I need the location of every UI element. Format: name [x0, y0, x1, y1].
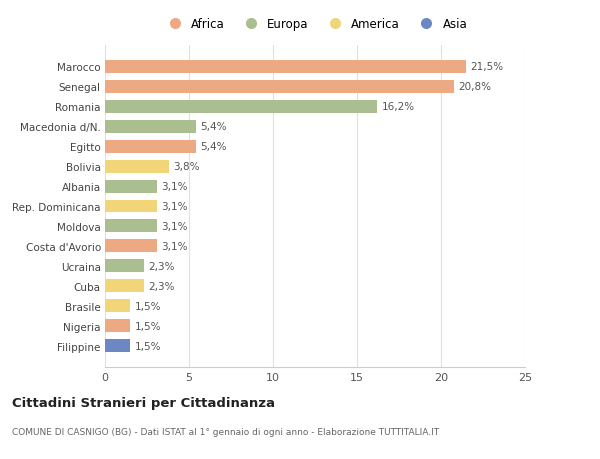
Bar: [105, 320, 130, 333]
Text: 20,8%: 20,8%: [458, 82, 491, 92]
Bar: [105, 240, 157, 253]
Text: Cittadini Stranieri per Cittadinanza: Cittadini Stranieri per Cittadinanza: [12, 396, 275, 409]
Bar: [105, 340, 130, 353]
Bar: [105, 80, 454, 93]
Bar: [105, 220, 157, 233]
Text: 3,1%: 3,1%: [161, 241, 188, 252]
Legend: Africa, Europa, America, Asia: Africa, Europa, America, Asia: [160, 16, 470, 34]
Bar: [105, 101, 377, 113]
Text: 3,1%: 3,1%: [161, 222, 188, 231]
Text: 5,4%: 5,4%: [200, 142, 226, 152]
Bar: [105, 200, 157, 213]
Bar: [105, 160, 169, 173]
Bar: [105, 300, 130, 313]
Bar: [105, 120, 196, 133]
Bar: [105, 180, 157, 193]
Text: 16,2%: 16,2%: [382, 102, 415, 112]
Text: 1,5%: 1,5%: [134, 301, 161, 311]
Text: 5,4%: 5,4%: [200, 122, 226, 132]
Bar: [105, 140, 196, 153]
Text: 3,1%: 3,1%: [161, 202, 188, 212]
Text: 21,5%: 21,5%: [470, 62, 503, 72]
Text: COMUNE DI CASNIGO (BG) - Dati ISTAT al 1° gennaio di ogni anno - Elaborazione TU: COMUNE DI CASNIGO (BG) - Dati ISTAT al 1…: [12, 427, 439, 436]
Bar: [105, 260, 143, 273]
Text: 1,5%: 1,5%: [134, 341, 161, 351]
Bar: [105, 61, 466, 73]
Bar: [105, 280, 143, 293]
Text: 3,1%: 3,1%: [161, 182, 188, 191]
Text: 2,3%: 2,3%: [148, 281, 175, 291]
Text: 1,5%: 1,5%: [134, 321, 161, 331]
Text: 3,8%: 3,8%: [173, 162, 200, 172]
Text: 2,3%: 2,3%: [148, 261, 175, 271]
